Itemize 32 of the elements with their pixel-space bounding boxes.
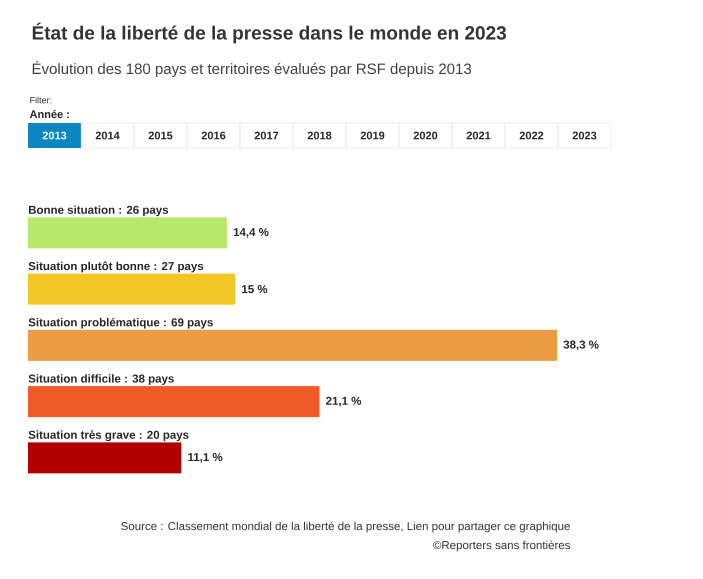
data-label: 21,1 % — [326, 396, 362, 407]
bar — [28, 330, 558, 361]
text: 2023 — [572, 132, 596, 140]
data-label: 14,4 % — [234, 228, 269, 238]
text: ©Reporters sans frontières — [433, 540, 570, 552]
bar — [28, 274, 236, 305]
text: 2016 — [202, 132, 226, 140]
bar — [28, 217, 227, 248]
bar — [28, 442, 182, 474]
text: 2014 — [96, 132, 120, 140]
data-label: 38,3 % — [563, 340, 599, 350]
text: 2015 — [148, 132, 172, 140]
text: 2020 — [414, 132, 438, 140]
y-tick-label: Situation difficile : 38 pays — [28, 374, 174, 385]
y-tick-label: Situation plutôt bonne : 27 pays — [28, 261, 204, 272]
data-label: 15 % — [242, 285, 268, 294]
text: Filter: — [30, 96, 52, 104]
y-tick-label: Situation problématique : 69 pays — [28, 318, 213, 329]
text: 2022 — [520, 132, 544, 140]
chart-title: État de la liberté de la presse dans le monde en 2023 — [32, 22, 506, 44]
chart-subtitle: Évolution des 180 pays et territoires évalués par RSF depuis 2013 — [32, 60, 472, 78]
y-tick-label: Situation très grave : 20 pays — [28, 430, 189, 442]
source-note: Source : Classement mondial de la liberté de la presse, Lien pour partager ce graphique — [121, 522, 570, 532]
y-tick-label: Bonne situation : 26 pays — [28, 205, 168, 216]
text: Année : — [30, 110, 69, 118]
text: 2013 — [42, 132, 66, 140]
data-label: 11,1 % — [188, 453, 222, 463]
text: 2021 — [466, 132, 490, 140]
text: 2018 — [308, 132, 332, 140]
text: 2017 — [254, 132, 278, 140]
text: 2019 — [360, 132, 384, 140]
bar — [28, 386, 320, 418]
